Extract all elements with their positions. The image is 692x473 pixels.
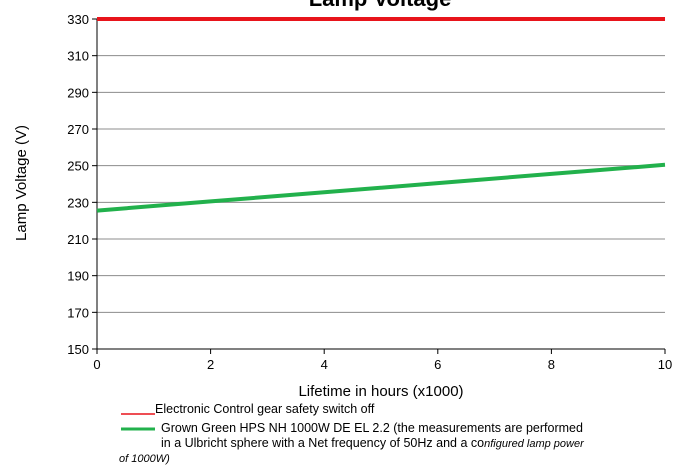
x-tick-label: 6 — [434, 357, 441, 372]
y-tick-label: 190 — [67, 269, 89, 284]
y-tick-label: 270 — [67, 122, 89, 137]
y-tick-label: 290 — [67, 85, 89, 100]
x-tick-label: 8 — [548, 357, 555, 372]
chart-title: Lamp Voltage — [309, 0, 452, 11]
y-tick-label: 330 — [67, 12, 89, 27]
y-tick-label: 250 — [67, 159, 89, 174]
y-tick-label: 150 — [67, 342, 89, 357]
x-tick-label: 4 — [321, 357, 328, 372]
grid-lines — [92, 18, 665, 350]
y-axis-label: Lamp Voltage (V) — [13, 125, 30, 241]
y-tick-label: 230 — [67, 195, 89, 210]
series-line-2 — [96, 162, 666, 213]
x-axis-label: Lifetime in hours (x1000) — [298, 383, 463, 400]
axes — [96, 19, 666, 354]
y-tick-label: 310 — [67, 49, 89, 64]
y-tick-label: 170 — [67, 305, 89, 320]
x-tick-label: 10 — [658, 357, 672, 372]
y-tick-labels: 150 170 190 210 230 250 270 290 310 330 — [67, 12, 89, 357]
series-lines — [96, 17, 666, 213]
x-tick-labels: 0 2 4 6 8 10 — [93, 357, 672, 372]
y-tick-label: 210 — [67, 232, 89, 247]
x-tick-label: 2 — [207, 357, 214, 372]
x-tick-label: 0 — [93, 357, 100, 372]
